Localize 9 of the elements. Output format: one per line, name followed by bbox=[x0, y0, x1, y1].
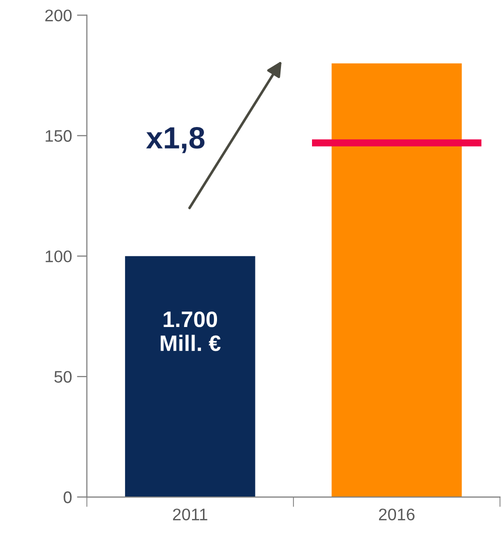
x-tick-label: 2011 bbox=[173, 508, 208, 520]
annotation: 1.700 Mill. € bbox=[160, 311, 221, 352]
y-tick-label: 200 bbox=[45, 10, 72, 22]
x-tick-label: 2016 bbox=[379, 508, 415, 520]
annotation: x1,8 bbox=[146, 127, 204, 154]
y-tick-label: 100 bbox=[46, 250, 72, 262]
y-tick-label: 150 bbox=[46, 130, 72, 142]
y-tick-label: 50 bbox=[54, 370, 72, 383]
y-tick-label: 0 bbox=[64, 491, 72, 504]
